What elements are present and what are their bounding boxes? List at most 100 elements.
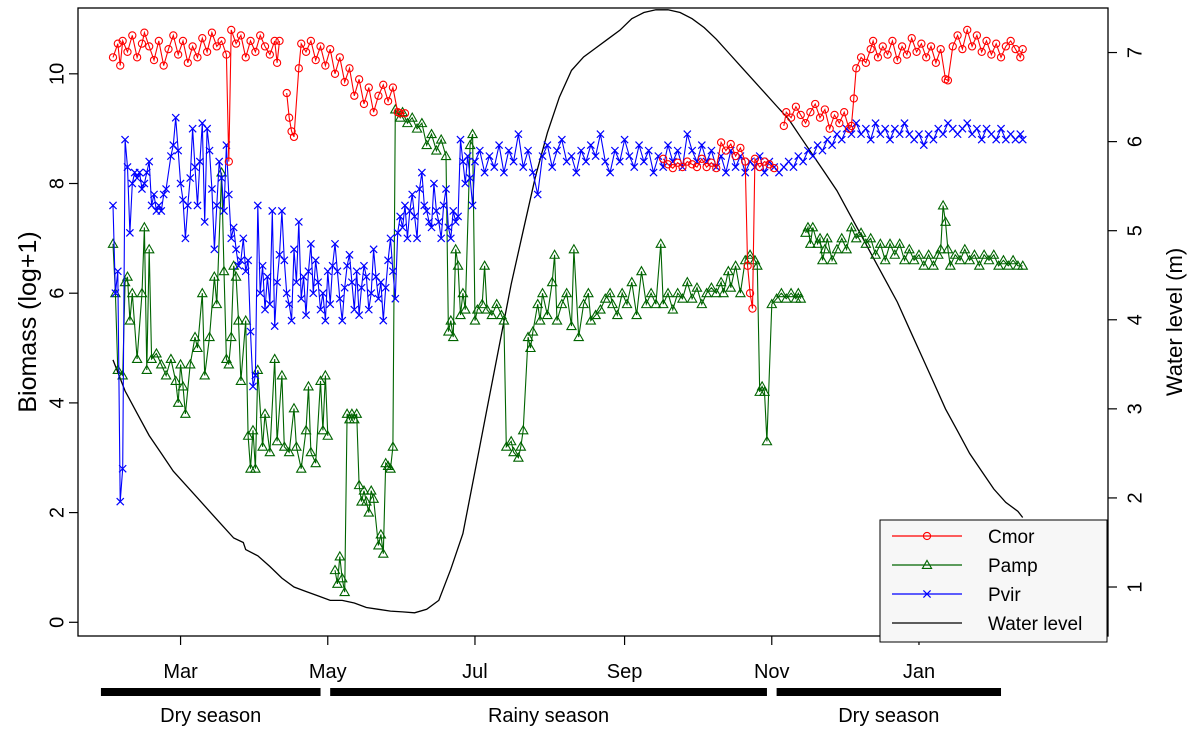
data-point-cmor [786,113,796,122]
data-point-pamp [230,271,242,281]
data-point-pamp [170,375,182,385]
data-point-cmor [907,34,916,43]
data-point-cmor [282,88,291,98]
data-point-pamp [288,402,300,413]
data-point-cmor [202,47,212,57]
data-point-pvir [644,146,653,155]
data-point-pamp [314,375,327,385]
data-point-pamp [177,380,189,391]
data-point-pvir [174,146,183,155]
y2-tick-label: 1 [1124,581,1146,592]
data-point-pamp [452,260,464,270]
data-point-pamp [841,243,853,254]
data-point-cmor [868,36,878,46]
data-point-pvir [470,157,479,166]
data-point-pamp [481,303,493,314]
data-point-cmor [840,108,849,117]
data-point-pvir [219,206,229,215]
data-point-pamp [655,238,667,248]
data-point-pamp [329,564,341,575]
data-point-pamp [479,260,491,270]
data-point-pamp [565,320,578,331]
data-point-pamp [1002,260,1014,270]
data-point-pamp [964,254,976,265]
data-point-pvir [176,179,185,188]
data-point-cmor [726,139,735,149]
data-point-pvir [620,135,629,144]
data-point-cmor [825,124,834,133]
data-point-cmor [316,42,325,51]
data-point-pvir [316,305,325,314]
data-point-pvir [384,256,393,265]
data-point-pamp [336,572,348,583]
data-point-cmor [741,157,750,166]
data-point-pvir [895,130,904,139]
data-point-pamp [894,238,906,248]
data-point-pamp [317,424,329,435]
data-point-pvir [200,217,209,226]
data-point-pvir [639,157,648,166]
data-point-pvir [386,234,395,243]
data-point-cmor [963,25,972,35]
data-point-pamp [353,479,365,490]
data-point-pvir [441,184,451,194]
data-point-pvir [355,311,364,320]
data-point-cmor [972,31,982,40]
data-point-pamp [524,342,537,353]
data-point-cmor [217,36,226,46]
data-point-pamp [532,298,544,309]
data-point-cmor [779,121,788,131]
data-point-pamp [184,358,196,369]
data-point-pvir [885,135,895,144]
data-point-pvir [606,168,615,177]
data-point-pvir [123,163,132,172]
data-point-cmor [697,154,706,163]
data-point-pvir [287,316,296,325]
data-point-cmor [931,58,941,67]
data-point-pvir [417,168,426,177]
data-point-pvir [919,141,928,150]
data-point-pvir [625,152,634,161]
data-point-cmor [852,64,861,73]
data-point-pamp [447,331,459,342]
legend-marker [921,559,933,569]
data-point-pvir [454,212,463,221]
data-point-pamp [247,424,259,435]
data-point-pvir [432,206,441,215]
data-point-pamp [662,287,674,298]
data-point-pamp [126,287,138,298]
data-point-pamp [172,397,184,407]
data-point-pamp [300,424,312,435]
data-point-pamp [358,484,370,495]
data-point-pamp [218,265,230,276]
data-point-pamp [561,287,573,298]
data-point-pvir [444,223,453,232]
data-point-cmor [888,36,897,46]
data-point-cmor [996,53,1006,62]
data-point-pvir [596,130,605,139]
data-point-pvir [427,223,436,232]
data-point-pvir [591,152,600,161]
data-point-cmor [1001,42,1010,51]
data-point-pamp [701,287,713,298]
data-point-pvir [538,152,547,161]
data-point-cmor [396,109,405,118]
data-point-pamp [522,331,534,342]
data-point-pamp [860,238,872,248]
series-pamp [107,103,1029,597]
data-point-pamp [551,314,563,325]
data-point-cmor [374,91,383,100]
data-point-pamp [935,243,947,254]
data-point-cmor [897,42,907,51]
season-label: Dry season [838,705,939,727]
data-point-pamp [339,586,351,597]
data-point-pamp [626,276,638,287]
data-point-pamp [208,271,220,281]
data-point-pvir [145,157,154,166]
data-point-pvir [251,371,260,380]
data-point-pamp [223,358,235,369]
data-point-pamp [121,271,134,281]
data-point-pamp [590,309,602,320]
data-point-cmor [893,55,902,65]
data-point-pvir [731,163,740,172]
